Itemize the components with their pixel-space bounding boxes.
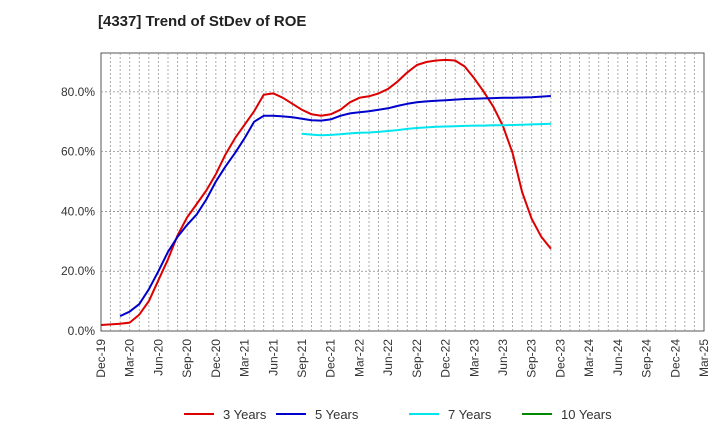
- x-tick-label: Mar-25: [697, 339, 711, 377]
- x-tick-label: Sep-20: [180, 339, 194, 378]
- y-tick-label: 0.0%: [68, 324, 96, 338]
- legend-label: 7 Years: [448, 407, 492, 422]
- x-tick-label: Dec-20: [209, 339, 223, 378]
- y-tick-label: 80.0%: [61, 85, 95, 99]
- chart-title: [4337] Trend of StDev of ROE: [98, 13, 307, 30]
- x-tick-label: Dec-19: [94, 339, 108, 378]
- x-tick-label: Mar-24: [582, 339, 596, 377]
- series-line-7-years: [301, 122, 551, 137]
- y-tick-label: 20.0%: [61, 264, 95, 278]
- x-tick-label: Mar-23: [467, 339, 481, 377]
- y-tick-label: 40.0%: [61, 204, 95, 218]
- legend-label: 5 Years: [315, 407, 359, 422]
- x-tick-label: Dec-22: [439, 339, 453, 378]
- x-tick-label: Dec-21: [324, 339, 338, 378]
- legend-label: 3 Years: [223, 407, 267, 422]
- legend-label: 10 Years: [561, 407, 612, 422]
- x-tick-label: Sep-23: [525, 339, 539, 378]
- y-tick-label: 60.0%: [61, 145, 95, 159]
- x-tick-label: Jun-20: [151, 339, 165, 376]
- x-tick-label: Dec-24: [668, 339, 682, 378]
- x-tick-label: Sep-22: [410, 339, 424, 378]
- x-tick-label: Mar-20: [123, 339, 137, 377]
- x-tick-label: Jun-21: [266, 339, 280, 376]
- x-tick-label: Sep-24: [640, 339, 654, 378]
- x-tick-label: Mar-21: [238, 339, 252, 377]
- x-tick-label: Jun-22: [381, 339, 395, 376]
- x-tick-label: Sep-21: [295, 339, 309, 378]
- plot-area: [100, 52, 705, 332]
- series-line-5-years: [119, 95, 551, 318]
- x-tick-label: Jun-23: [496, 339, 510, 376]
- x-tick-label: Jun-24: [611, 339, 625, 376]
- x-tick-label: Dec-23: [553, 339, 567, 378]
- x-tick-label: Mar-22: [352, 339, 366, 377]
